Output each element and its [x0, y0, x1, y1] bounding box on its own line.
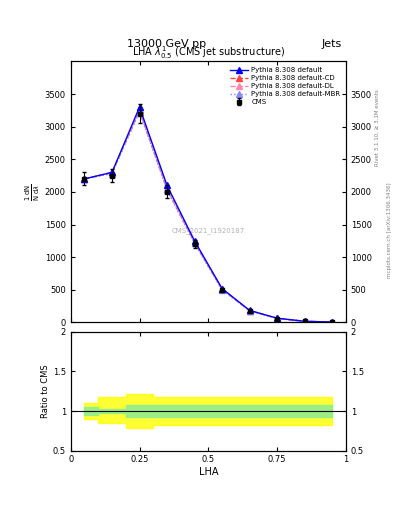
Text: Rivet 3.1.10, ≥ 3.1M events: Rivet 3.1.10, ≥ 3.1M events: [375, 90, 380, 166]
Line: Pythia 8.308 default-CD: Pythia 8.308 default-CD: [82, 108, 335, 325]
X-axis label: LHA: LHA: [198, 467, 218, 477]
Pythia 8.308 default-MBR: [82, 176, 87, 182]
Line: Pythia 8.308 default-MBR: Pythia 8.308 default-MBR: [82, 109, 335, 325]
Legend: Pythia 8.308 default, Pythia 8.308 default-CD, Pythia 8.308 default-DL, Pythia 8: Pythia 8.308 default, Pythia 8.308 defau…: [228, 65, 342, 108]
Pythia 8.308 default-DL: [82, 176, 87, 182]
Pythia 8.308 default-DL: [247, 308, 252, 314]
Pythia 8.308 default-MBR: [192, 241, 197, 247]
Pythia 8.308 default-DL: [192, 240, 197, 246]
Pythia 8.308 default-MBR: [110, 170, 114, 177]
Pythia 8.308 default: [247, 307, 252, 313]
Pythia 8.308 default-DL: [330, 319, 334, 325]
Pythia 8.308 default-CD: [275, 315, 279, 322]
Pythia 8.308 default-MBR: [165, 187, 169, 193]
Pythia 8.308 default-MBR: [302, 318, 307, 325]
Pythia 8.308 default-DL: [302, 318, 307, 325]
Pythia 8.308 default-CD: [192, 239, 197, 245]
Pythia 8.308 default: [165, 182, 169, 188]
Pythia 8.308 default-CD: [165, 186, 169, 192]
Pythia 8.308 default-CD: [110, 169, 114, 176]
Line: Pythia 8.308 default: Pythia 8.308 default: [82, 104, 335, 325]
Pythia 8.308 default: [275, 315, 279, 321]
Text: mcplots.cern.ch [arXiv:1306.3436]: mcplots.cern.ch [arXiv:1306.3436]: [387, 183, 391, 278]
Pythia 8.308 default-CD: [82, 176, 87, 182]
Pythia 8.308 default: [302, 318, 307, 324]
Text: 13000 GeV pp: 13000 GeV pp: [127, 38, 207, 49]
Pythia 8.308 default: [220, 285, 224, 291]
Pythia 8.308 default-MBR: [330, 319, 334, 325]
Pythia 8.308 default-DL: [220, 286, 224, 292]
Pythia 8.308 default-DL: [137, 108, 142, 114]
Y-axis label: Ratio to CMS: Ratio to CMS: [41, 365, 50, 418]
Pythia 8.308 default: [192, 238, 197, 244]
Pythia 8.308 default-CD: [330, 319, 334, 325]
Pythia 8.308 default: [110, 169, 114, 176]
Pythia 8.308 default-MBR: [220, 287, 224, 293]
Title: LHA $\lambda^{1}_{0.5}$ (CMS jet substructure): LHA $\lambda^{1}_{0.5}$ (CMS jet substru…: [132, 45, 285, 61]
Pythia 8.308 default: [330, 319, 334, 325]
Line: Pythia 8.308 default-DL: Pythia 8.308 default-DL: [82, 108, 335, 325]
Pythia 8.308 default-CD: [302, 318, 307, 325]
Pythia 8.308 default-DL: [165, 186, 169, 193]
Pythia 8.308 default-CD: [247, 308, 252, 314]
Pythia 8.308 default-DL: [110, 170, 114, 176]
Text: Jets: Jets: [321, 38, 342, 49]
Y-axis label: $\frac{1}{\mathrm{N}} \frac{\mathrm{d}\mathrm{N}}{\mathrm{d}\lambda}$: $\frac{1}{\mathrm{N}} \frac{\mathrm{d}\m…: [24, 183, 42, 201]
Pythia 8.308 default: [82, 176, 87, 182]
Pythia 8.308 default-MBR: [275, 315, 279, 322]
Pythia 8.308 default: [137, 104, 142, 110]
Pythia 8.308 default-DL: [275, 315, 279, 322]
Pythia 8.308 default-CD: [220, 286, 224, 292]
Pythia 8.308 default-MBR: [137, 109, 142, 115]
Pythia 8.308 default-CD: [137, 108, 142, 114]
Pythia 8.308 default-MBR: [247, 308, 252, 314]
Text: CMS_2021_I1920187: CMS_2021_I1920187: [172, 228, 245, 234]
